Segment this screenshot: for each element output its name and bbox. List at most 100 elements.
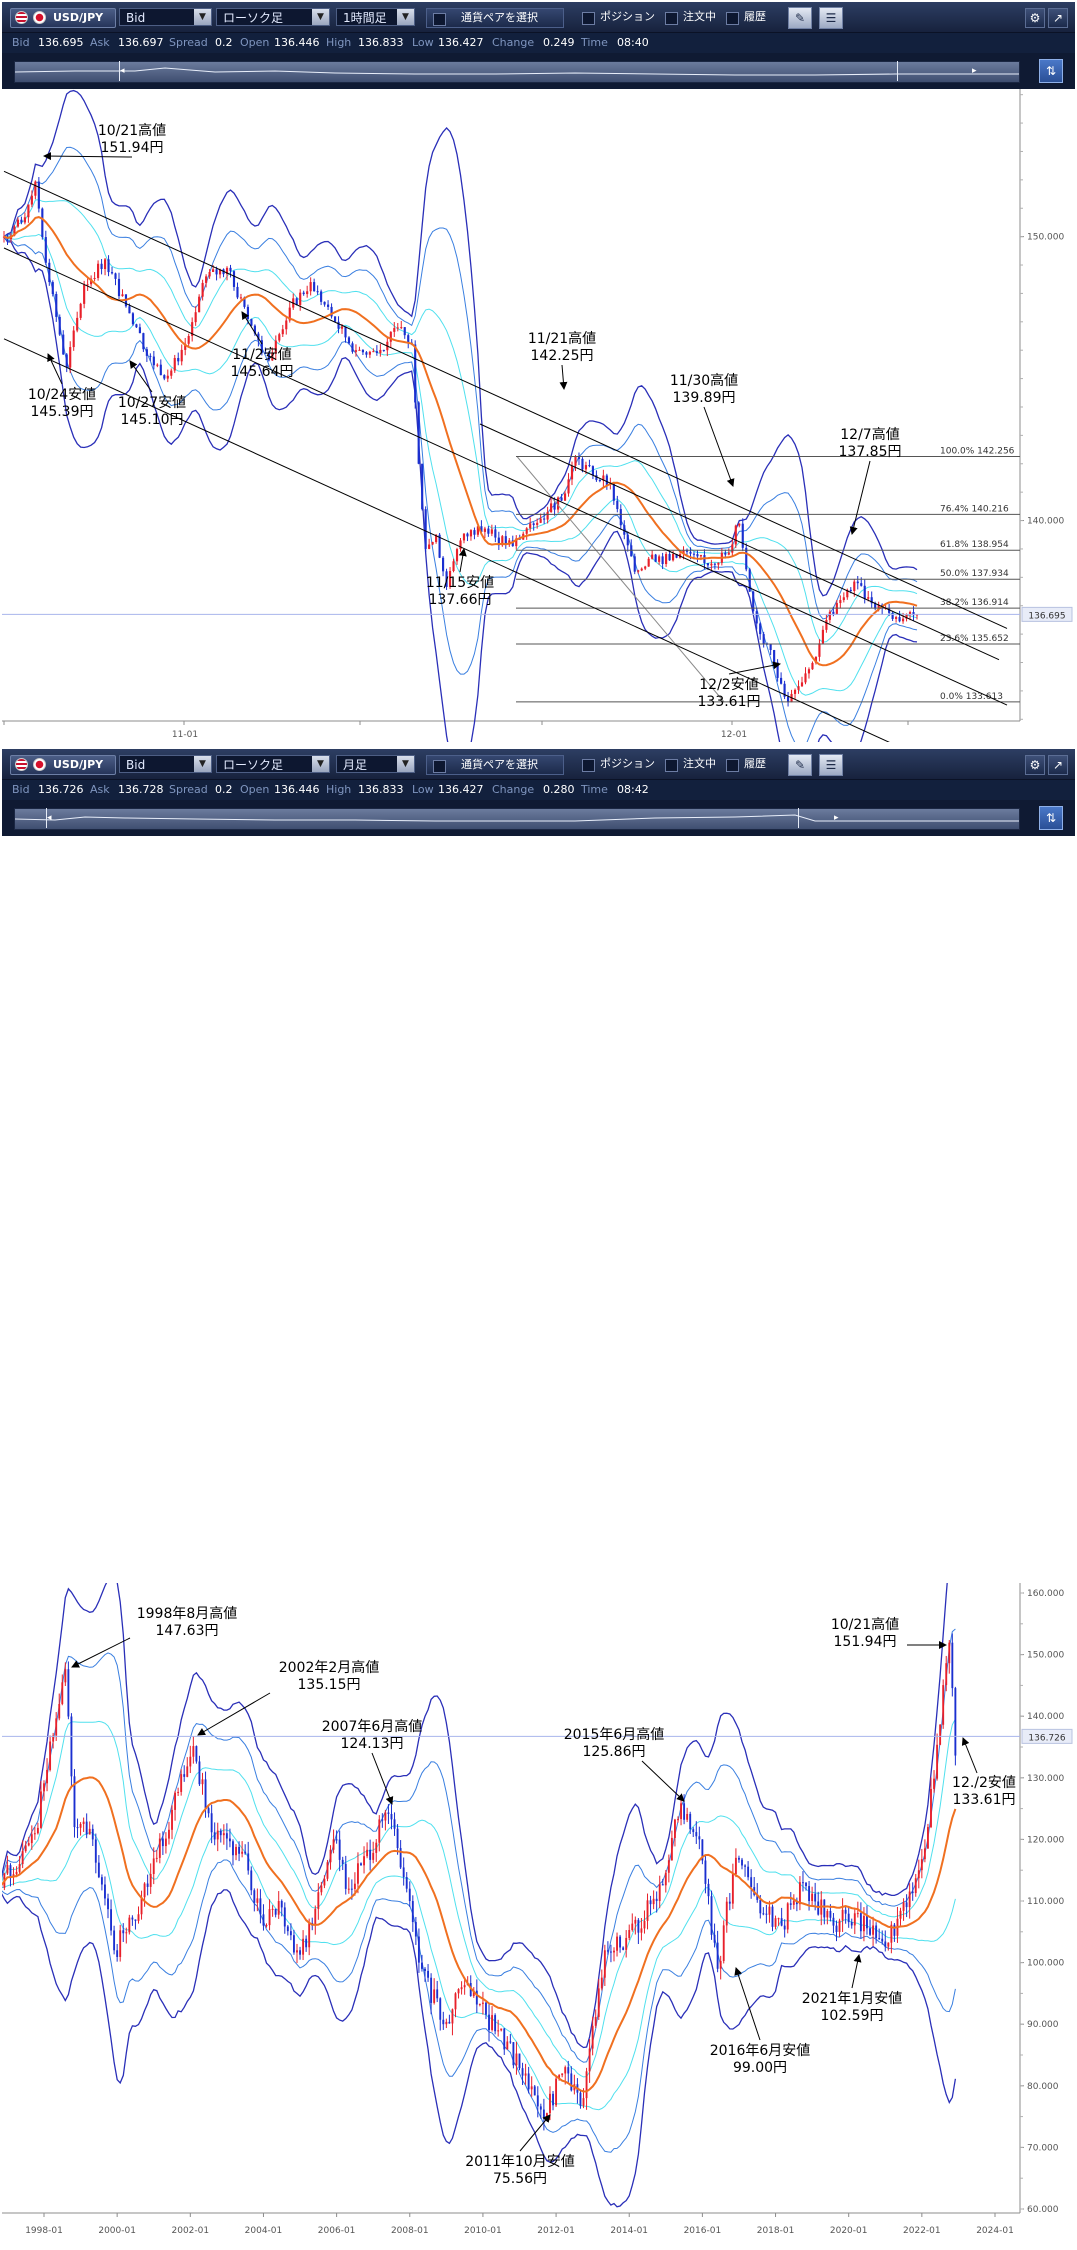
candle-down bbox=[875, 1926, 877, 1939]
candle-up bbox=[589, 2049, 591, 2072]
candle-down bbox=[183, 1774, 185, 1777]
candle-up bbox=[256, 1898, 258, 1902]
candle-down bbox=[747, 1867, 749, 1877]
candle-down bbox=[442, 558, 444, 572]
orders-checkbox[interactable] bbox=[665, 12, 678, 25]
gear-icon[interactable]: ⚙ bbox=[1025, 8, 1045, 28]
candle-up bbox=[372, 351, 374, 352]
price-side-select[interactable]: Bid ▼ bbox=[119, 8, 212, 26]
candle-down bbox=[552, 2094, 554, 2105]
spread-label: Spread bbox=[169, 783, 208, 796]
candle-down bbox=[139, 327, 141, 333]
candle-down bbox=[132, 313, 134, 324]
popout-icon[interactable]: ↗ bbox=[1048, 8, 1068, 28]
navigator-thumb[interactable] bbox=[46, 808, 799, 828]
monthly-candlestick-chart[interactable]: 136.726160.000150.000140.000130.000120.0… bbox=[2, 1583, 1075, 2250]
candle-down bbox=[588, 465, 590, 466]
expand-icon[interactable]: ⇅ bbox=[1039, 59, 1063, 83]
candle-down bbox=[220, 1831, 222, 1836]
candle-up bbox=[341, 327, 343, 329]
chart-type-select[interactable]: ローソク足 ▼ bbox=[216, 8, 330, 26]
candle-up bbox=[598, 1988, 600, 2017]
candle-down bbox=[637, 1920, 639, 1933]
candle-down bbox=[303, 293, 305, 294]
price-side-select[interactable]: Bid ▼ bbox=[119, 755, 212, 773]
candle-up bbox=[700, 555, 702, 556]
navigator-right-arrow[interactable]: ▸ bbox=[972, 65, 977, 77]
chart-navigator[interactable]: ◂ ▸ ⇅ bbox=[2, 800, 1075, 836]
candle-up bbox=[212, 269, 214, 272]
navigator-thumb[interactable] bbox=[119, 61, 898, 81]
positions-checkbox[interactable] bbox=[582, 12, 595, 25]
chart-type-select[interactable]: ローソク足 ▼ bbox=[216, 755, 330, 773]
popout-icon[interactable]: ↗ bbox=[1048, 755, 1068, 775]
candle-up bbox=[506, 2041, 508, 2049]
candle-down bbox=[781, 1918, 783, 1925]
history-toggle[interactable]: 履歴 bbox=[726, 8, 776, 26]
history-toggle[interactable]: 履歴 bbox=[726, 755, 776, 773]
candle-up bbox=[31, 196, 33, 205]
candle-up bbox=[738, 524, 740, 526]
candle-up bbox=[372, 1853, 374, 1860]
history-checkbox[interactable] bbox=[726, 12, 739, 25]
candle-down bbox=[750, 1877, 752, 1887]
select-pair-button[interactable]: 通貨ペアを選択 bbox=[426, 8, 564, 28]
candle-up bbox=[177, 1792, 179, 1793]
currency-pair-label: USD/JPY bbox=[53, 756, 103, 774]
candle-down bbox=[696, 554, 698, 556]
chart-toolbar: USD/JPY Bid ▼ ローソク足 ▼ 月足 ▼ 通貨ペアを選択 ポジション… bbox=[2, 749, 1075, 780]
chart-navigator[interactable]: ◂ ▸ ⇅ bbox=[2, 53, 1075, 89]
select-pair-checkbox[interactable] bbox=[433, 760, 446, 773]
candle-up bbox=[202, 283, 204, 297]
y-tick-label: 90.000 bbox=[1027, 2020, 1059, 2030]
candle-up bbox=[665, 554, 667, 564]
candle-up bbox=[613, 1951, 615, 1953]
select-pair-label: 通貨ペアを選択 bbox=[461, 9, 538, 27]
navigator-left-arrow[interactable]: ◂ bbox=[47, 812, 52, 824]
candle-up bbox=[945, 1663, 947, 1685]
y-tick-label: 100.000 bbox=[1027, 1959, 1064, 1969]
candle-up bbox=[28, 1843, 30, 1845]
candle-up bbox=[393, 328, 395, 332]
orders-toggle[interactable]: 注文中 bbox=[665, 755, 725, 773]
indicator-list-icon[interactable]: ☰ bbox=[819, 7, 843, 29]
chevron-down-icon: ▼ bbox=[194, 756, 211, 772]
candle-down bbox=[387, 1812, 389, 1813]
candle-down bbox=[250, 319, 252, 326]
draw-tool-icon[interactable]: ✎ bbox=[788, 7, 812, 29]
gear-icon[interactable]: ⚙ bbox=[1025, 755, 1045, 775]
candle-up bbox=[83, 1822, 85, 1824]
currency-pair-button[interactable]: USD/JPY bbox=[10, 755, 116, 775]
timeframe-select[interactable]: 1時間足 ▼ bbox=[336, 8, 415, 26]
currency-pair-button[interactable]: USD/JPY bbox=[10, 8, 116, 28]
change-label: Change bbox=[492, 783, 534, 796]
orders-toggle[interactable]: 注文中 bbox=[665, 8, 725, 26]
fibonacci-level-label: 0.0% 133.613 bbox=[940, 692, 1003, 702]
candle-down bbox=[247, 1853, 249, 1870]
expand-icon[interactable]: ⇅ bbox=[1039, 806, 1063, 830]
indicator-list-icon[interactable]: ☰ bbox=[819, 754, 843, 776]
candle-up bbox=[731, 544, 733, 552]
select-pair-button[interactable]: 通貨ペアを選択 bbox=[426, 755, 564, 775]
y-tick-label: 160.000 bbox=[1027, 1589, 1064, 1599]
candle-up bbox=[320, 1885, 322, 1892]
candle-down bbox=[692, 1829, 694, 1832]
candle-up bbox=[804, 673, 806, 682]
orders-checkbox[interactable] bbox=[665, 759, 678, 772]
low-label: Low bbox=[412, 36, 434, 49]
candle-down bbox=[662, 1884, 664, 1885]
timeframe-select[interactable]: 月足 ▼ bbox=[336, 755, 415, 773]
history-checkbox[interactable] bbox=[726, 759, 739, 772]
draw-tool-icon[interactable]: ✎ bbox=[788, 754, 812, 776]
select-pair-checkbox[interactable] bbox=[433, 13, 446, 26]
quote-bar: Bid 136.695 Ask 136.697 Spread 0.2 Open … bbox=[2, 33, 1075, 53]
candle-down bbox=[211, 1813, 213, 1832]
navigator-right-arrow[interactable]: ▸ bbox=[834, 812, 839, 824]
us-flag-icon bbox=[15, 758, 28, 771]
candle-down bbox=[107, 259, 109, 272]
navigator-left-arrow[interactable]: ◂ bbox=[120, 65, 125, 77]
candle-down bbox=[55, 294, 57, 317]
positions-checkbox[interactable] bbox=[582, 759, 595, 772]
